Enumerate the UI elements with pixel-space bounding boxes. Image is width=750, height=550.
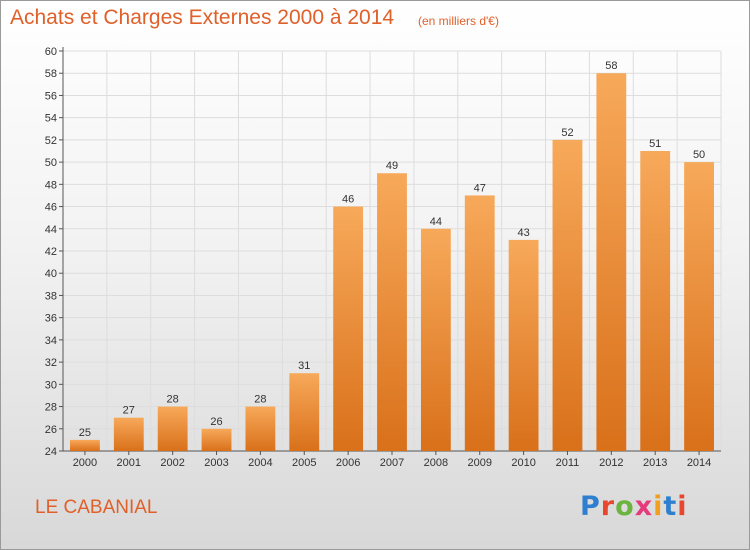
y-tick-label: 28 <box>45 402 57 414</box>
bar <box>289 373 320 451</box>
x-tick-label: 2006 <box>336 457 360 469</box>
y-tick-label: 26 <box>45 424 57 436</box>
x-tick-label: 2000 <box>73 457 97 469</box>
x-tick-label: 2012 <box>599 457 623 469</box>
value-label: 49 <box>386 160 398 172</box>
value-label: 31 <box>298 360 310 372</box>
value-label: 28 <box>254 394 266 406</box>
bar <box>157 406 188 451</box>
value-label: 50 <box>693 149 705 161</box>
x-tick-label: 2013 <box>643 457 667 469</box>
logo-letter: i <box>653 491 664 522</box>
y-tick-label: 24 <box>45 446 57 458</box>
value-label: 28 <box>167 394 179 406</box>
bar <box>640 151 671 451</box>
bar <box>113 417 144 451</box>
y-tick-label: 30 <box>45 379 57 391</box>
y-tick-label: 32 <box>45 357 57 369</box>
x-tick-label: 2005 <box>292 457 316 469</box>
y-tick-label: 36 <box>45 313 57 325</box>
x-tick-label: 2009 <box>467 457 491 469</box>
value-label: 51 <box>649 138 661 150</box>
logo-letter: x <box>634 491 654 522</box>
y-tick-label: 50 <box>45 157 57 169</box>
y-tick-label: 38 <box>45 290 57 302</box>
y-tick-label: 60 <box>45 46 57 58</box>
bar <box>245 406 276 451</box>
y-tick-label: 40 <box>45 268 57 280</box>
value-label: 44 <box>430 216 442 228</box>
y-tick-label: 42 <box>45 246 57 258</box>
value-label: 47 <box>474 182 486 194</box>
value-label: 26 <box>210 416 222 428</box>
y-tick-label: 52 <box>45 135 57 147</box>
data-labels: 25 27 28 26 28 31 46 49 44 47 43 52 58 51 50 <box>79 60 705 439</box>
value-label: 25 <box>79 427 91 439</box>
bar <box>420 228 451 451</box>
x-tick-label: 2011 <box>556 457 580 469</box>
bar <box>552 139 583 451</box>
bar <box>377 173 407 451</box>
y-tick-label: 56 <box>45 90 57 102</box>
y-tick-label: 48 <box>45 179 57 191</box>
logo-letter: i <box>677 491 688 522</box>
value-label: 43 <box>517 227 529 239</box>
x-tick-label: 2001 <box>117 457 141 469</box>
x-tick-label: 2014 <box>687 457 711 469</box>
logo-letter: o <box>615 491 635 522</box>
x-tick-label: 2008 <box>424 457 448 469</box>
y-tick-label: 44 <box>45 224 57 236</box>
value-label: 52 <box>561 127 573 139</box>
x-tick-label: 2003 <box>204 457 228 469</box>
value-label: 58 <box>605 60 617 72</box>
chart-title: Achats et Charges Externes 2000 à 2014 <box>10 6 395 29</box>
y-tick-label: 54 <box>45 113 57 125</box>
value-label: 46 <box>342 194 354 206</box>
bar <box>201 428 232 451</box>
x-tick-label: 2004 <box>248 457 272 469</box>
bar <box>596 73 627 451</box>
logo-letter: r <box>600 491 616 522</box>
chart-unit: (en milliers d'€) <box>418 14 499 28</box>
proxiti-logo[interactable]: Proxiti <box>580 491 688 522</box>
bar <box>464 195 495 451</box>
y-tick-label: 58 <box>45 68 57 80</box>
x-tick-label: 2002 <box>160 457 184 469</box>
y-tick-label: 34 <box>45 335 57 347</box>
bar <box>684 162 714 451</box>
bar <box>508 239 539 451</box>
bars <box>70 73 714 451</box>
value-label: 27 <box>123 405 135 417</box>
x-tick-label: 2007 <box>380 457 404 469</box>
place-name: LE CABANIAL <box>35 497 158 518</box>
logo-letter: t <box>663 491 678 522</box>
y-tick-label: 46 <box>45 202 57 214</box>
logo-letter: P <box>580 491 601 522</box>
bar <box>333 206 364 451</box>
x-tick-label: 2010 <box>511 457 535 469</box>
bar <box>70 439 100 451</box>
